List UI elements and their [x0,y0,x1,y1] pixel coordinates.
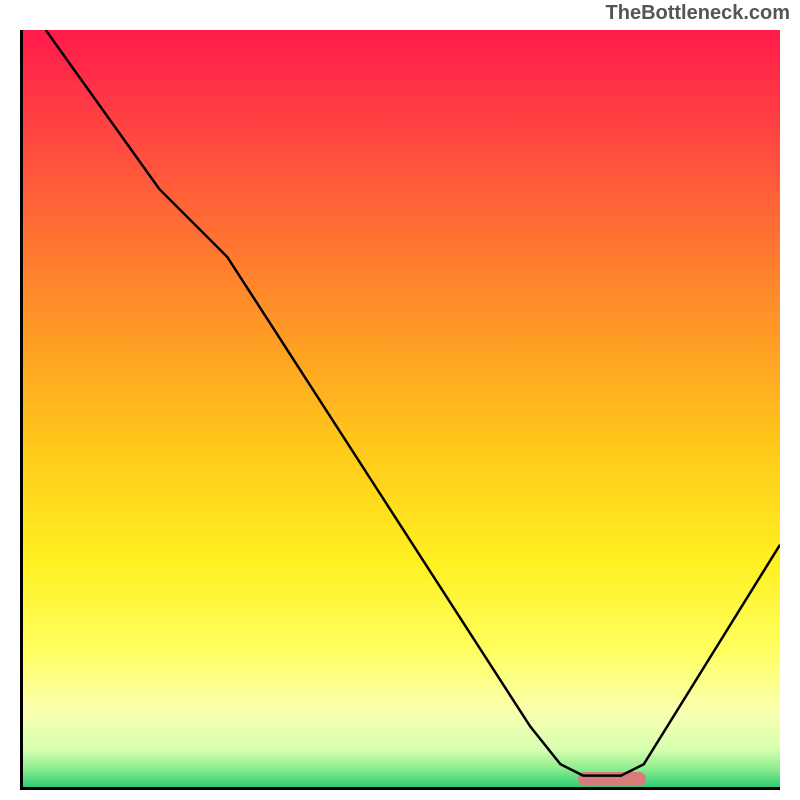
bottleneck-curve [23,30,780,787]
plot-area [20,30,780,790]
watermark-text: TheBottleneck.com [606,2,790,25]
